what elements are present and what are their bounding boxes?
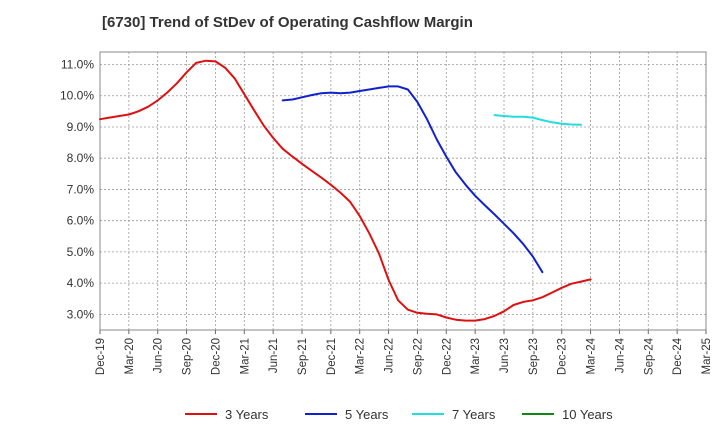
x-tick-label: Sep-22	[412, 338, 424, 375]
gridlines	[100, 52, 706, 330]
x-tick-label: Jun-22	[384, 338, 396, 373]
plot-background	[100, 52, 706, 330]
y-tick-label: 5.0%	[67, 245, 95, 259]
y-tick-label: 7.0%	[67, 182, 95, 196]
legend-label: 10 Years	[562, 407, 613, 422]
y-tick-label: 3.0%	[67, 307, 95, 321]
x-tick-label: Dec-21	[326, 338, 338, 375]
x-tick-label: Jun-20	[153, 338, 165, 373]
x-tick-label: Mar-20	[124, 338, 136, 374]
y-tick-label: 8.0%	[67, 151, 95, 165]
x-tick-label: Sep-23	[528, 338, 540, 375]
x-tick-label: Jun-24	[614, 337, 626, 373]
x-tick-label: Mar-25	[701, 338, 713, 374]
y-tick-label: 10.0%	[60, 89, 94, 103]
x-tick-label: Dec-24	[672, 337, 684, 375]
x-tick-label: Mar-23	[470, 338, 482, 374]
x-tick-label: Dec-20	[210, 338, 222, 375]
x-tick-label: Dec-22	[441, 338, 453, 375]
plot-frame	[99, 51, 707, 331]
y-tick-label: 11.0%	[61, 57, 94, 71]
x-tick-label: Sep-24	[643, 337, 655, 375]
y-tick-label: 9.0%	[67, 120, 95, 134]
axes: Dec-19 Mar-20 Jun-20 Sep-20 Dec-20 Mar-21 Jun-…	[60, 51, 713, 375]
x-tick-label: Jun-21	[268, 338, 280, 373]
x-tick-label: Dec-23	[557, 338, 569, 375]
x-tick-label: Mar-24	[586, 337, 598, 374]
x-tick-label: Mar-22	[355, 338, 367, 374]
chart-title: [6730] Trend of StDev of Operating Cashf…	[102, 14, 473, 31]
y-tick-label: 4.0%	[67, 276, 95, 290]
y-tick-label: 6.0%	[67, 214, 95, 228]
series-line-5-years	[281, 85, 544, 274]
x-tick-label: Mar-21	[239, 338, 251, 374]
x-tick-label: Jun-23	[499, 338, 511, 373]
x-tick-label: Dec-19	[95, 338, 107, 375]
legend-label: 5 Years	[345, 407, 389, 422]
plot-area	[100, 52, 706, 330]
x-tick-label: Sep-20	[182, 338, 194, 375]
series-line-3-years	[99, 59, 592, 322]
legend: 3 Years 5 Years 7 Years 10 Years	[185, 407, 613, 422]
series-lines	[99, 59, 592, 322]
x-tick-label: Sep-21	[297, 338, 309, 375]
legend-label: 7 Years	[452, 407, 496, 422]
legend-label: 3 Years	[225, 407, 269, 422]
series-line-7-years	[493, 114, 582, 126]
